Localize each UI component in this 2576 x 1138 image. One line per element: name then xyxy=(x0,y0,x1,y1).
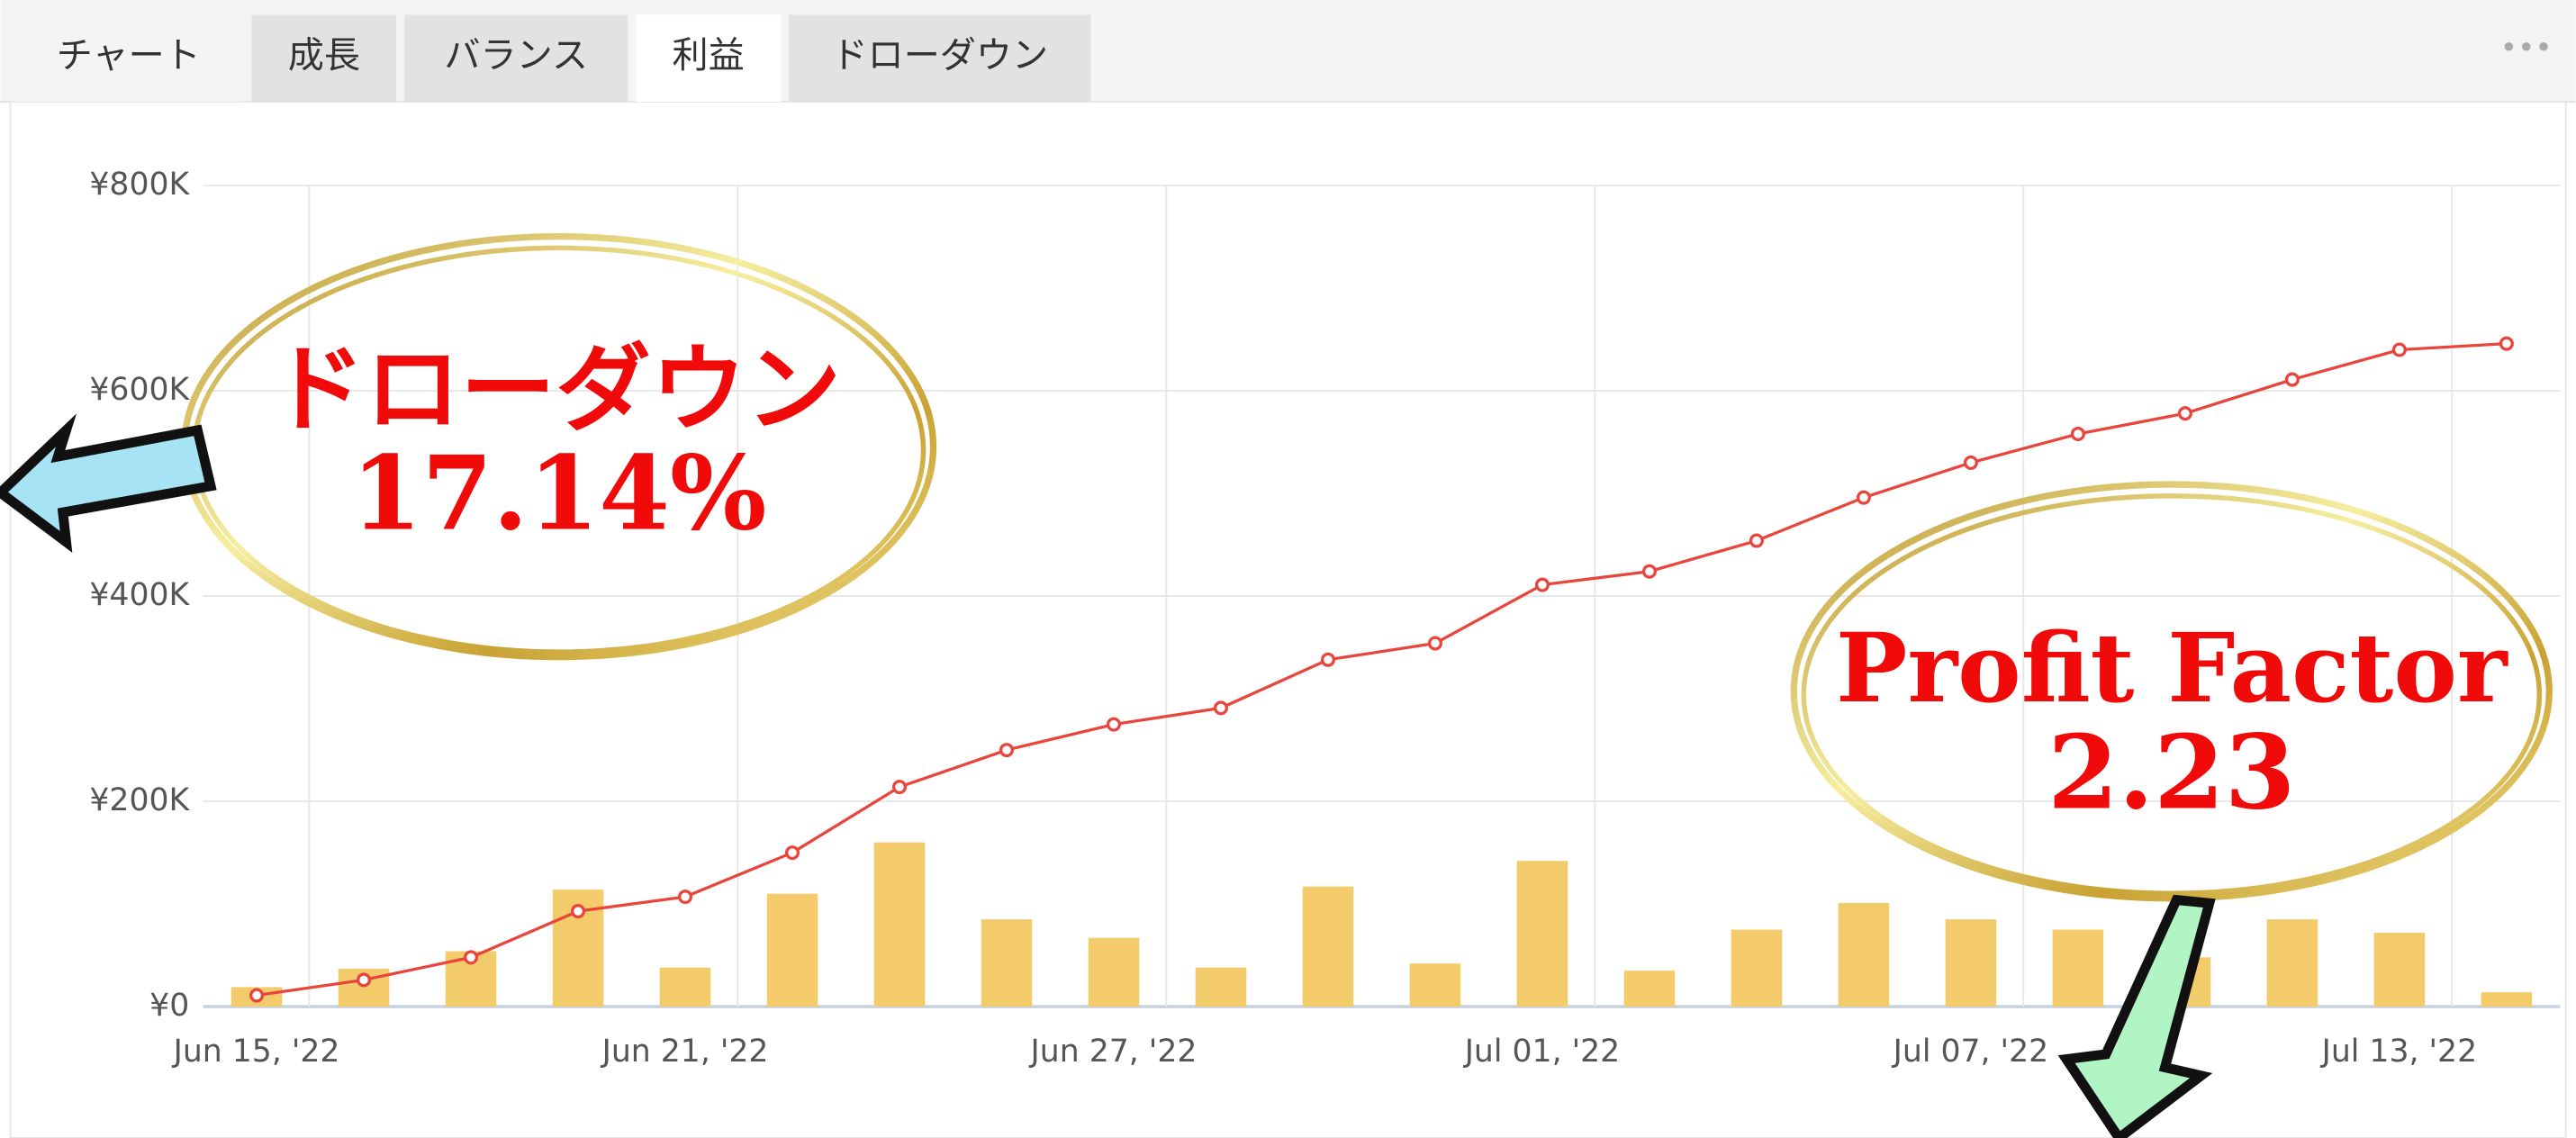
arrow xyxy=(0,413,217,553)
bar xyxy=(659,967,711,1007)
tab[interactable] xyxy=(251,14,397,103)
menu-dots[interactable]: ••• xyxy=(2500,31,2553,65)
annotation-text: 17.14% xyxy=(351,433,767,553)
tab-label: 成長 xyxy=(288,35,360,77)
bar xyxy=(2373,933,2426,1007)
bar xyxy=(1731,929,1783,1007)
tab-label: 利益 xyxy=(673,35,745,77)
tab[interactable] xyxy=(636,14,781,103)
line-point xyxy=(1320,652,1335,667)
annotation-text: Profit Factor xyxy=(1836,612,2508,724)
line-point xyxy=(1534,577,1550,592)
y-tick-label: ¥0 xyxy=(149,988,189,1024)
bar xyxy=(2266,919,2318,1007)
line-point xyxy=(999,743,1015,758)
tab-label: ドローダウン xyxy=(831,35,1048,77)
bar xyxy=(1302,886,1354,1007)
ellipse xyxy=(1801,493,2543,896)
bar xyxy=(1838,902,1890,1007)
line-point xyxy=(1856,490,1871,505)
tab[interactable] xyxy=(789,14,1091,103)
line-point xyxy=(2499,336,2514,351)
line-point xyxy=(2177,406,2192,421)
bar xyxy=(1409,963,1461,1007)
y-tick-label: ¥200K xyxy=(89,782,190,818)
y-tick-label: ¥400K xyxy=(89,577,190,613)
x-tick-label: Jul 07, '22 xyxy=(1892,1034,2049,1070)
bar xyxy=(766,893,818,1007)
bar xyxy=(1623,971,1676,1007)
annotation-drawdown xyxy=(0,233,937,661)
line-point xyxy=(464,950,479,965)
line-point xyxy=(891,780,908,795)
x-tick-label: Jul 01, '22 xyxy=(1463,1034,1621,1070)
line-point xyxy=(677,890,693,905)
x-tick-label: Jun 15, '22 xyxy=(172,1034,340,1070)
ellipse xyxy=(1790,481,2553,902)
bar xyxy=(2481,992,2533,1007)
line-point xyxy=(1749,533,1764,548)
bar xyxy=(1195,967,1247,1007)
annotation-pf xyxy=(1790,481,2553,1138)
tab[interactable] xyxy=(14,14,244,103)
x-tick-label: Jun 27, '22 xyxy=(1029,1034,1198,1070)
line-point xyxy=(2284,372,2300,387)
bar xyxy=(981,919,1033,1007)
line xyxy=(256,342,2507,998)
tab-label: チャート xyxy=(57,35,201,77)
annotation-text: ドローダウン xyxy=(270,333,842,445)
x-tick-label: Jun 21, '22 xyxy=(601,1034,769,1070)
line-point xyxy=(2070,426,2085,442)
arrow xyxy=(2057,894,2216,1138)
bar xyxy=(2052,929,2104,1007)
line-point xyxy=(1427,636,1442,651)
line-point xyxy=(1641,564,1657,579)
bar xyxy=(1945,919,1997,1007)
y-tick-label: ¥800K xyxy=(89,167,190,203)
line-point xyxy=(1213,700,1229,716)
x-tick-label: Jul 13, '22 xyxy=(2320,1034,2478,1070)
line-point xyxy=(249,988,265,1003)
bar xyxy=(873,842,926,1007)
tab[interactable] xyxy=(404,14,628,103)
line-point xyxy=(1963,455,1978,470)
bar xyxy=(1088,937,1140,1007)
line-point xyxy=(784,845,800,861)
line-point xyxy=(1106,717,1122,732)
line-point xyxy=(2391,342,2407,357)
tab-label: バランス xyxy=(444,35,588,77)
annotation-text: 2.23 xyxy=(2047,713,2295,833)
line-point xyxy=(357,972,372,988)
line-point xyxy=(571,904,586,919)
bar xyxy=(1516,861,1568,1007)
y-tick-label: ¥600K xyxy=(89,372,190,408)
